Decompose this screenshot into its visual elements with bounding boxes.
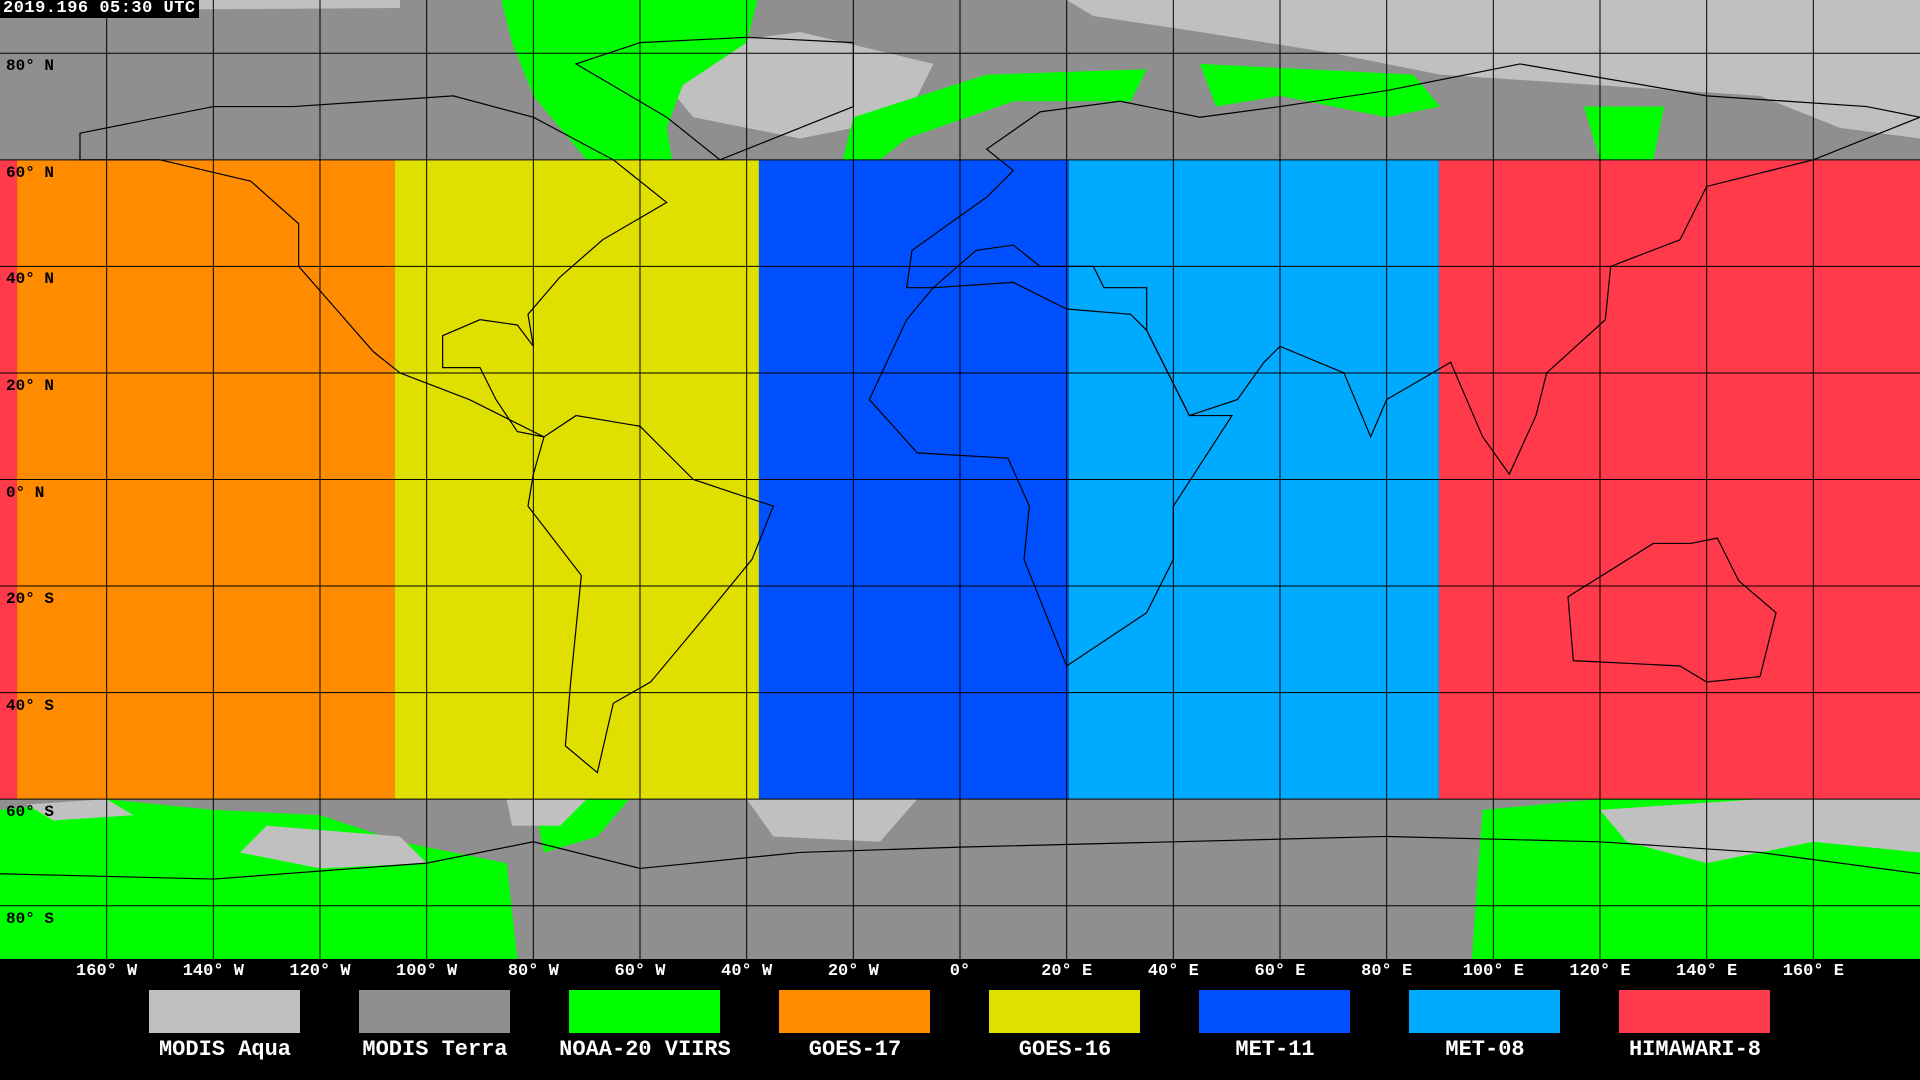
timestamp-title: 2019.196 05:30 UTC: [0, 0, 199, 18]
lat-label: 80° N: [6, 57, 55, 76]
lat-label: 60° S: [6, 803, 55, 822]
lat-label: 20° N: [6, 376, 55, 395]
legend-item: NOAA-20 VIIRS: [559, 990, 731, 1062]
legend-label: MODIS Terra: [362, 1037, 508, 1062]
legend-item: HIMAWARI-8: [1619, 990, 1771, 1062]
lon-label: 100° W: [396, 962, 458, 981]
legend-item: GOES-17: [779, 990, 931, 1062]
legend-label: MET-08: [1445, 1037, 1525, 1062]
lat-label: 20° S: [6, 590, 55, 609]
coverage-map: [0, 0, 1920, 959]
lon-label: 20° W: [827, 962, 879, 981]
legend-swatch: [989, 990, 1140, 1033]
lon-label: 160° E: [1782, 962, 1844, 981]
lon-label: 120° W: [289, 962, 351, 981]
legend-swatch: [359, 990, 510, 1033]
legend-label: MODIS Aqua: [158, 1037, 292, 1062]
lon-label: 60° E: [1254, 962, 1306, 981]
coast-australia: [1568, 538, 1776, 682]
legend-swatch: [1199, 990, 1350, 1033]
lon-label: 0°: [949, 962, 971, 981]
lat-label: 0° N: [6, 483, 45, 502]
lat-label: 60° N: [6, 163, 55, 182]
coast-north-america: [80, 96, 667, 437]
lon-label: 40° E: [1147, 962, 1199, 981]
legend-item: MET-08: [1409, 990, 1561, 1062]
lon-label: 100° E: [1462, 962, 1524, 981]
legend-swatch: [779, 990, 930, 1033]
legend-item: GOES-16: [989, 990, 1141, 1062]
lat-label: 40° N: [6, 270, 55, 289]
legend-swatch: [569, 990, 720, 1033]
legend-label: GOES-17: [808, 1037, 902, 1062]
graticule: [0, 0, 1920, 959]
legend-label: HIMAWARI-8: [1628, 1037, 1762, 1062]
coast-antarctica: [0, 836, 1920, 879]
lon-label: 160° W: [76, 962, 138, 981]
legend-swatch: [149, 990, 300, 1033]
lon-label: 20° E: [1041, 962, 1093, 981]
lon-label: 60° W: [614, 962, 666, 981]
lon-label: 80° E: [1361, 962, 1413, 981]
legend-label: NOAA-20 VIIRS: [559, 1037, 731, 1062]
lat-label: 80° S: [6, 909, 55, 928]
legend-item: MET-11: [1199, 990, 1351, 1062]
lat-label: 40° S: [6, 696, 55, 715]
lon-label: 80° W: [507, 962, 559, 981]
legend-label: GOES-16: [1018, 1037, 1112, 1062]
legend-swatch: [1619, 990, 1770, 1033]
legend-swatch: [1409, 990, 1560, 1033]
legend-item: MODIS Aqua: [149, 990, 301, 1062]
lon-label: 40° W: [721, 962, 773, 981]
lon-label: 140° W: [182, 962, 244, 981]
lon-label: 120° E: [1569, 962, 1631, 981]
legend-item: MODIS Terra: [359, 990, 511, 1062]
lon-label: 140° E: [1676, 962, 1738, 981]
legend-label: MET-11: [1235, 1037, 1315, 1062]
